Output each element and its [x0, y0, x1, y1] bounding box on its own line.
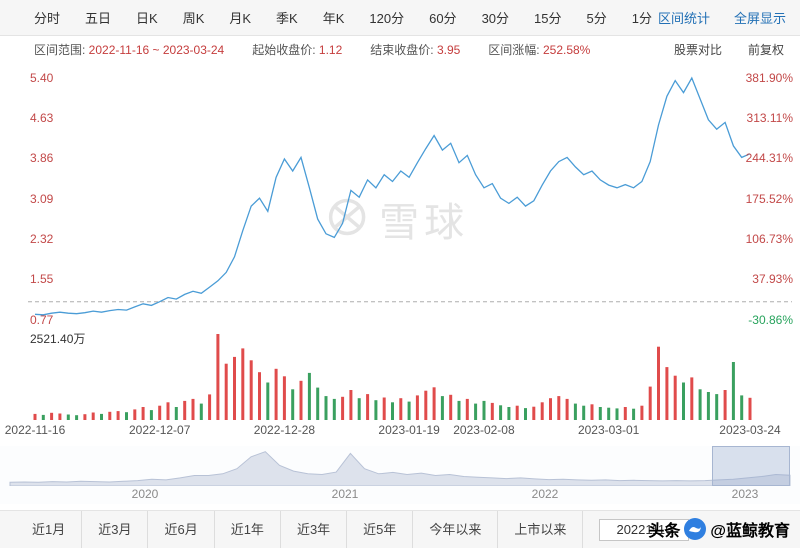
whale-logo-icon	[684, 518, 707, 540]
date-axis-label: 2022-12-07	[129, 423, 191, 437]
period-tab[interactable]: 1分	[631, 11, 652, 26]
period-tab[interactable]: 120分	[369, 11, 405, 26]
date-axis-label: 2023-03-01	[577, 423, 640, 437]
range-button[interactable]: 近1年	[215, 511, 281, 548]
date-input[interactable]	[599, 518, 690, 541]
stat-value: 252.58%	[542, 42, 591, 57]
toolbar-link[interactable]: 区间统计	[657, 11, 710, 26]
navigator-year-label: 2022	[531, 487, 559, 501]
stat-value: 1.12	[318, 42, 343, 57]
price-axis-label: 2.32	[30, 231, 54, 246]
period-tab[interactable]: 60分	[429, 11, 457, 26]
stat-item: 区间范围: 2022-11-16 ~ 2023-03-24	[34, 41, 224, 58]
navigator-area-chart[interactable]	[0, 446, 800, 486]
branding-text-right: @蓝鲸教育	[710, 523, 790, 540]
percent-axis-label: 244.31%	[745, 151, 793, 166]
stat-item: 区间涨幅: 252.58%	[488, 41, 590, 58]
period-tab[interactable]: 年K	[322, 11, 345, 26]
stat-item: 结束收盘价: 3.95	[370, 41, 460, 58]
date-axis-label: 2023-02-08	[453, 423, 515, 437]
period-tab[interactable]: 季K	[276, 11, 298, 26]
branding-watermark: 头条 @蓝鲸教育	[648, 517, 790, 541]
price-axis-label: 0.77	[30, 313, 54, 327]
period-toolbar: 分时 五日 日K 周K 月K 季K 年K 120分 60分 30分 15分 5分 1分 区间统计 全屏显示	[0, 0, 800, 36]
stats-items: 区间范围: 2022-11-16 ~ 2023-03-24 起始收盘价: 1.12…	[34, 41, 590, 58]
toolbar-link[interactable]: 全屏显示	[733, 11, 786, 26]
period-tab[interactable]: 5分	[586, 11, 607, 26]
range-button[interactable]: 近6月	[148, 511, 215, 548]
period-tab[interactable]: 月K	[229, 11, 252, 26]
price-axis-label: 3.86	[30, 151, 54, 166]
period-tab[interactable]: 15分	[534, 11, 562, 26]
period-tab[interactable]: 五日	[85, 11, 112, 26]
percent-axis-label: 106.73%	[745, 231, 793, 246]
date-axis-label: 2022-11-16	[4, 423, 66, 437]
xueqiu-logo-icon	[325, 195, 369, 244]
toolbar-links: 区间统计 全屏显示	[658, 8, 786, 27]
price-axis-label: 1.55	[30, 272, 54, 287]
range-button[interactable]: 今年以来	[413, 511, 499, 548]
price-axis-label: 5.40	[30, 71, 54, 85]
navigator-year-label: 2021	[331, 487, 359, 501]
range-button[interactable]: 近5年	[347, 511, 414, 548]
stats-right-link[interactable]: 股票对比	[673, 42, 722, 57]
timeline-navigator[interactable]: 2020 2021 2022 2023	[0, 446, 800, 504]
navigator-year-label: 2023	[731, 487, 759, 501]
percent-axis-label: -30.86%	[748, 313, 793, 327]
volume-max-label: 2521.40万	[30, 332, 86, 346]
date-axis-label: 2023-01-19	[378, 423, 440, 437]
stat-label: 起始收盘价:	[252, 42, 319, 57]
range-button[interactable]: 近3年	[281, 511, 348, 548]
date-axis-label: 2023-03-24	[719, 423, 781, 437]
price-axis-label: 4.63	[30, 111, 54, 126]
stat-label: 区间范围:	[34, 42, 89, 57]
stats-right-link[interactable]: 前复权	[747, 42, 784, 57]
navigator-year-label: 2020	[131, 487, 159, 501]
range-button[interactable]: 近1月	[16, 511, 83, 548]
range-buttons: 近1月 近3月 近6月 近1年 近3年 近5年 今年以来 上市以来	[16, 511, 584, 548]
stat-label: 区间涨幅:	[488, 42, 543, 57]
stat-item: 起始收盘价: 1.12	[252, 41, 342, 58]
stats-right: 股票对比 前复权	[674, 41, 800, 58]
watermark-text: 雪球	[379, 201, 470, 245]
range-button[interactable]: 近3月	[82, 511, 149, 548]
stat-value: 2022-11-16 ~ 2023-03-24	[88, 42, 225, 57]
range-button[interactable]: 上市以来	[498, 511, 584, 548]
navigator-selection[interactable]	[712, 446, 790, 486]
percent-axis-label: 175.52%	[745, 191, 793, 206]
stat-label: 结束收盘价:	[370, 42, 437, 57]
period-tab[interactable]: 日K	[136, 11, 158, 26]
price-volume-chart[interactable]	[0, 62, 800, 422]
period-tab[interactable]: 分时	[34, 11, 61, 26]
date-axis-label: 2022-12-28	[253, 423, 316, 437]
percent-axis-label: 381.90%	[745, 71, 793, 85]
period-tab[interactable]: 30分	[481, 11, 510, 26]
xueqiu-watermark: 雪球	[325, 190, 469, 248]
period-tab[interactable]: 周K	[182, 11, 205, 26]
stat-value: 3.95	[436, 42, 461, 57]
branding-text-left: 头条	[648, 523, 681, 540]
period-tabs: 分时 五日 日K 周K 月K 季K 年K 120分 60分 30分 15分 5分 1分	[34, 8, 658, 27]
main-chart[interactable]: 雪球 2521.40万 5.40 381.90% 4.63 313.11% 3.86 24…	[0, 62, 800, 440]
percent-axis-label: 37.93%	[752, 272, 793, 287]
price-axis-label: 3.09	[30, 191, 54, 206]
percent-axis-label: 313.11%	[746, 111, 793, 126]
range-toolbar: 近1月 近3月 近6月 近1年 近3年 近5年 今年以来 上市以来	[0, 510, 800, 548]
stats-bar: 区间范围: 2022-11-16 ~ 2023-03-24 起始收盘价: 1.12…	[0, 36, 800, 62]
